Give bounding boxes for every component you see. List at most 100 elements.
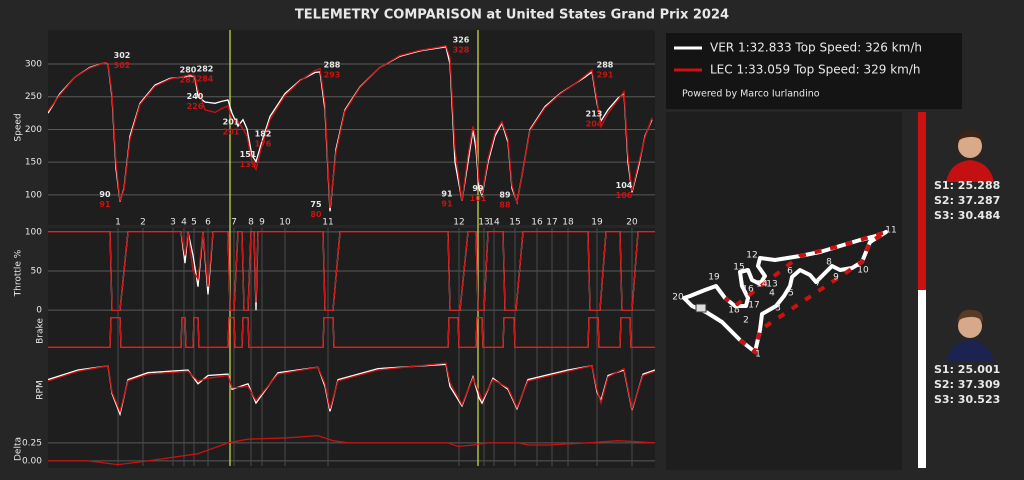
corner-label: 20: [626, 218, 638, 228]
y-tick-label: 50: [31, 267, 43, 277]
speed-label: 326: [453, 36, 470, 45]
track-corner-label: 7: [815, 279, 821, 289]
start-flag: [695, 303, 707, 313]
series-line: [48, 434, 655, 466]
sector-time: S1: 25.288: [934, 179, 1000, 192]
y-tick-label: 100: [25, 190, 42, 200]
corner-label: 15: [509, 218, 520, 228]
track-sector: [723, 230, 888, 356]
corner-label: 5: [191, 218, 197, 228]
track-corner-label: 12: [746, 251, 757, 261]
track-corner-label: 19: [708, 273, 720, 283]
speed-label: 293: [324, 70, 341, 79]
speed-panel: [48, 30, 655, 225]
track-corner-label: 11: [885, 226, 896, 236]
y-tick-label: 0.00: [22, 456, 42, 466]
corner-label: 14: [488, 218, 500, 228]
corner-label: 3: [170, 218, 176, 228]
track-corner-label: 9: [833, 273, 839, 283]
speed-label: 302: [114, 51, 131, 60]
track-corner-label: 17: [748, 301, 759, 311]
track-corner-label: 5: [788, 289, 794, 299]
corner-label: 12: [453, 218, 464, 228]
speed-label: 240: [187, 92, 204, 101]
y-tick-label: 0: [36, 306, 42, 316]
corner-label: 10: [279, 218, 291, 228]
corner-label: 2: [140, 218, 146, 228]
speed-label: 80: [310, 210, 322, 219]
sector-time: S3: 30.484: [934, 209, 1001, 222]
speed-label: 226: [187, 102, 204, 111]
sector-time: S3: 30.523: [934, 393, 1000, 406]
speed-label: 91: [441, 199, 453, 208]
track-corner-label: 20: [672, 293, 684, 303]
speed-label: 89: [499, 191, 511, 200]
y-tick-label: 100: [25, 227, 42, 237]
speed-label: 91: [99, 200, 111, 209]
track-corner-label: 14: [756, 280, 768, 290]
corner-label: 1: [115, 218, 121, 228]
speed-label: 90: [99, 190, 111, 199]
sector-time: S2: 37.287: [934, 194, 1000, 207]
track-corner-label: 6: [787, 267, 793, 277]
speed-label: 75: [310, 200, 322, 209]
driver-portrait: [946, 129, 994, 182]
y-tick-label: 200: [25, 125, 42, 135]
y-tick-label: 250: [25, 92, 42, 102]
series-line: [48, 317, 655, 348]
credit: Powered by Marco Iurlandino: [682, 89, 820, 100]
speed-label: 99: [472, 184, 484, 193]
corner-label: 8: [248, 218, 254, 228]
sector-bar: [918, 290, 926, 468]
speed-label: 204: [586, 119, 603, 128]
corner-label: 4: [181, 218, 187, 228]
track-corner-label: 16: [742, 285, 754, 295]
y-axis-label: Throttle %: [14, 249, 24, 297]
y-axis-label: Brake: [36, 318, 46, 344]
speed-label: 302: [114, 61, 131, 70]
speed-label: 328: [453, 46, 470, 55]
track-corner-label: 3: [775, 304, 781, 314]
track-corner-label: 8: [826, 258, 832, 268]
corner-label: 11: [322, 218, 333, 228]
speed-label: 176: [255, 140, 272, 149]
speed-label: 104: [616, 181, 633, 190]
speed-label: 151: [240, 150, 257, 159]
speed-label: 88: [499, 201, 511, 210]
corner-label: 19: [591, 218, 603, 228]
corner-label: 16: [531, 218, 543, 228]
speed-label: 201: [223, 117, 240, 126]
series-line: [48, 362, 655, 414]
corner-label: 17: [546, 218, 557, 228]
speed-label: 281: [180, 76, 197, 85]
y-tick-label: 300: [25, 60, 42, 70]
speed-label: 291: [597, 70, 614, 79]
speed-label: 288: [324, 60, 341, 69]
speed-label: 91: [441, 189, 453, 198]
speed-label: 139: [240, 160, 257, 169]
sector-time: S2: 37.309: [934, 378, 1000, 391]
series-line: [48, 44, 653, 209]
speed-label: 282: [197, 64, 214, 73]
speed-label: 101: [470, 194, 487, 203]
speed-label: 213: [586, 109, 603, 118]
corner-label: 6: [205, 218, 211, 228]
driver-portrait: [946, 309, 994, 362]
sector-time: S1: 25.001: [934, 363, 1000, 376]
track-corner-label: 4: [769, 289, 775, 299]
legend-entry: VER 1:32.833 Top Speed: 326 km/h: [710, 41, 922, 55]
sector-bar: [918, 112, 926, 290]
y-tick-label: 150: [25, 158, 42, 168]
speed-label: 182: [255, 130, 272, 139]
speed-label: 288: [597, 60, 614, 69]
track-corner-label: 1: [755, 350, 761, 360]
speed-label: 201: [223, 127, 240, 136]
lower-panel: [48, 228, 655, 468]
speed-label: 106: [616, 191, 633, 200]
y-axis-label: RPM: [36, 380, 46, 399]
title: TELEMETRY COMPARISON at United States Gr…: [295, 8, 729, 23]
track-corner-label: 18: [728, 306, 740, 316]
legend-entry: LEC 1:33.059 Top Speed: 329 km/h: [710, 63, 921, 77]
speed-label: 284: [197, 74, 214, 83]
track-corner-label: 13: [766, 280, 777, 290]
